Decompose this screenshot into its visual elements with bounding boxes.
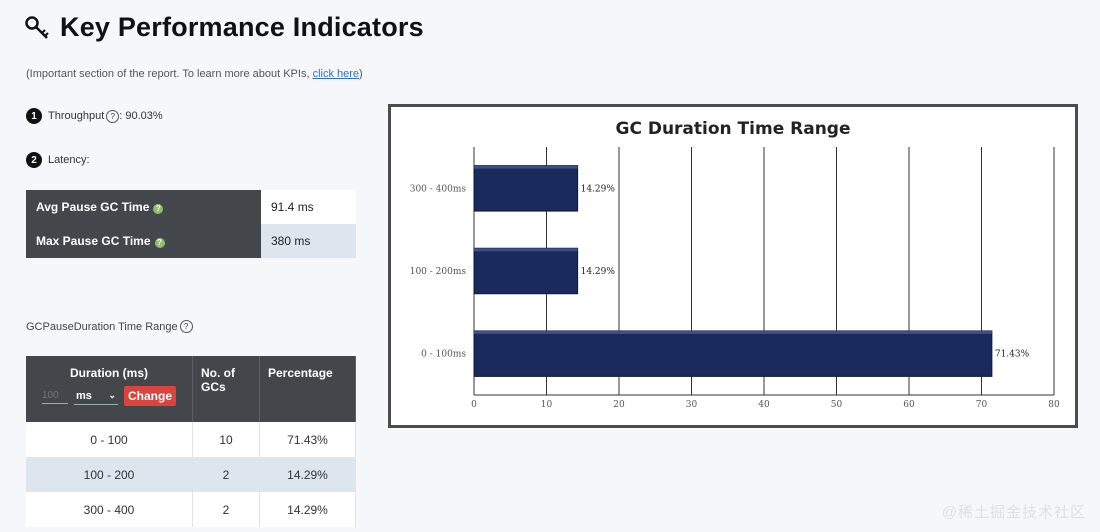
x-tick-label: 40 (758, 400, 770, 410)
chart-svg: GC Duration Time Range 0 10 20 30 40 50 60 70 80… (410, 119, 1060, 410)
bar (473, 247, 579, 295)
latency-table: Avg Pause GC Time? 91.4 ms Max Pause GC … (26, 190, 356, 258)
table-row: 300 - 400 2 14.29% (26, 492, 356, 527)
duration-header: Duration (ms) ms ⌄ Change (26, 356, 193, 422)
category-label: 100 - 200ms (410, 267, 467, 277)
page-header: Key Performance Indicators (24, 12, 424, 43)
kpi-number-badge: 1 (26, 108, 42, 124)
watermark: @稀土掘金技术社区 (941, 504, 1086, 521)
count-cell: 2 (192, 492, 260, 527)
category-label: 0 - 100ms (421, 350, 466, 360)
help-icon[interactable]: ? (154, 237, 165, 248)
percentage-cell: 71.43% (259, 422, 356, 457)
latency-row: 2 Latency: (26, 152, 90, 168)
table-label-cell: Avg Pause GC Time? (26, 190, 261, 224)
help-icon[interactable]: ? (106, 109, 120, 123)
avg-pause-label: Avg Pause GC Time (36, 200, 150, 214)
duration-controls: ms ⌄ Change (34, 386, 184, 406)
chart-title: GC Duration Time Range (615, 119, 850, 139)
chevron-down-icon: ⌄ (108, 390, 116, 400)
range-section-title: GCPauseDuration Time Range ? (26, 320, 193, 333)
max-pause-value: 380 ms (261, 224, 356, 258)
bar-value-label: 14.29% (581, 267, 616, 277)
x-tick-label: 80 (1048, 400, 1060, 410)
bar (473, 330, 993, 377)
bar (473, 165, 579, 212)
throughput-label: Throughput (48, 110, 105, 122)
percentage-cell: 14.29% (259, 492, 356, 527)
x-tick-label: 30 (686, 400, 698, 410)
duration-cell: 0 - 100 (26, 422, 193, 457)
duration-cell: 300 - 400 (26, 492, 193, 527)
throughput-row: 1 Throughput ? : 90.03% (26, 108, 163, 124)
x-tick-label: 70 (976, 400, 988, 410)
table-header-row: Duration (ms) ms ⌄ Change No. of GCs Perc… (26, 356, 356, 422)
page-subtitle: (Important section of the report. To lea… (26, 68, 363, 80)
x-tick-label: 0 (471, 400, 477, 410)
avg-pause-value: 91.4 ms (261, 190, 356, 224)
gc-duration-chart: GC Duration Time Range 0 10 20 30 40 50 60 70 80… (388, 104, 1078, 428)
category-label: 300 - 400ms (410, 184, 467, 194)
percentage-header: Percentage (259, 356, 356, 422)
kpi-help-link[interactable]: click here (312, 68, 360, 80)
table-row: Max Pause GC Time? 380 ms (26, 224, 356, 258)
change-button[interactable]: Change (123, 386, 176, 406)
bucket-size-input[interactable] (41, 388, 68, 404)
bar-highlight (474, 330, 992, 334)
unit-select[interactable]: ms ⌄ (73, 388, 118, 405)
bar-highlight (474, 248, 578, 252)
x-tick-label: 60 (903, 400, 915, 410)
help-icon[interactable]: ? (179, 320, 193, 333)
table-row: 100 - 200 2 14.29% (26, 457, 356, 492)
bar-value-label: 14.29% (581, 184, 616, 194)
max-pause-label: Max Pause GC Time (36, 234, 151, 248)
duration-cell: 100 - 200 (26, 457, 193, 492)
count-header: No. of GCs (192, 356, 260, 422)
range-title-text: GCPauseDuration Time Range (26, 320, 178, 333)
percentage-cell: 14.29% (259, 457, 356, 492)
count-cell: 2 (192, 457, 260, 492)
duration-range-table: Duration (ms) ms ⌄ Change No. of GCs Perc… (26, 356, 356, 527)
table-label-cell: Max Pause GC Time? (26, 224, 261, 258)
kpi-number-badge: 2 (26, 152, 42, 168)
page-title: Key Performance Indicators (60, 12, 424, 42)
throughput-value: : 90.03% (119, 110, 163, 122)
unit-select-value: ms (75, 389, 92, 402)
bar-highlight (474, 165, 578, 169)
table-row: Avg Pause GC Time? 91.4 ms (26, 190, 356, 224)
help-icon[interactable]: ? (153, 203, 164, 214)
bar-value-label: 71.43% (995, 350, 1030, 360)
key-icon (25, 15, 49, 39)
x-tick-label: 50 (831, 400, 843, 410)
subtitle-text: (Important section of the report. To lea… (26, 68, 313, 80)
subtitle-suffix: ) (359, 68, 363, 80)
duration-header-label: Duration (ms) (70, 366, 148, 380)
count-cell: 10 (192, 422, 260, 457)
x-tick-label: 10 (541, 400, 553, 410)
x-tick-label: 20 (613, 400, 625, 410)
table-row: 0 - 100 10 71.43% (26, 422, 356, 457)
latency-label: Latency: (48, 154, 90, 166)
